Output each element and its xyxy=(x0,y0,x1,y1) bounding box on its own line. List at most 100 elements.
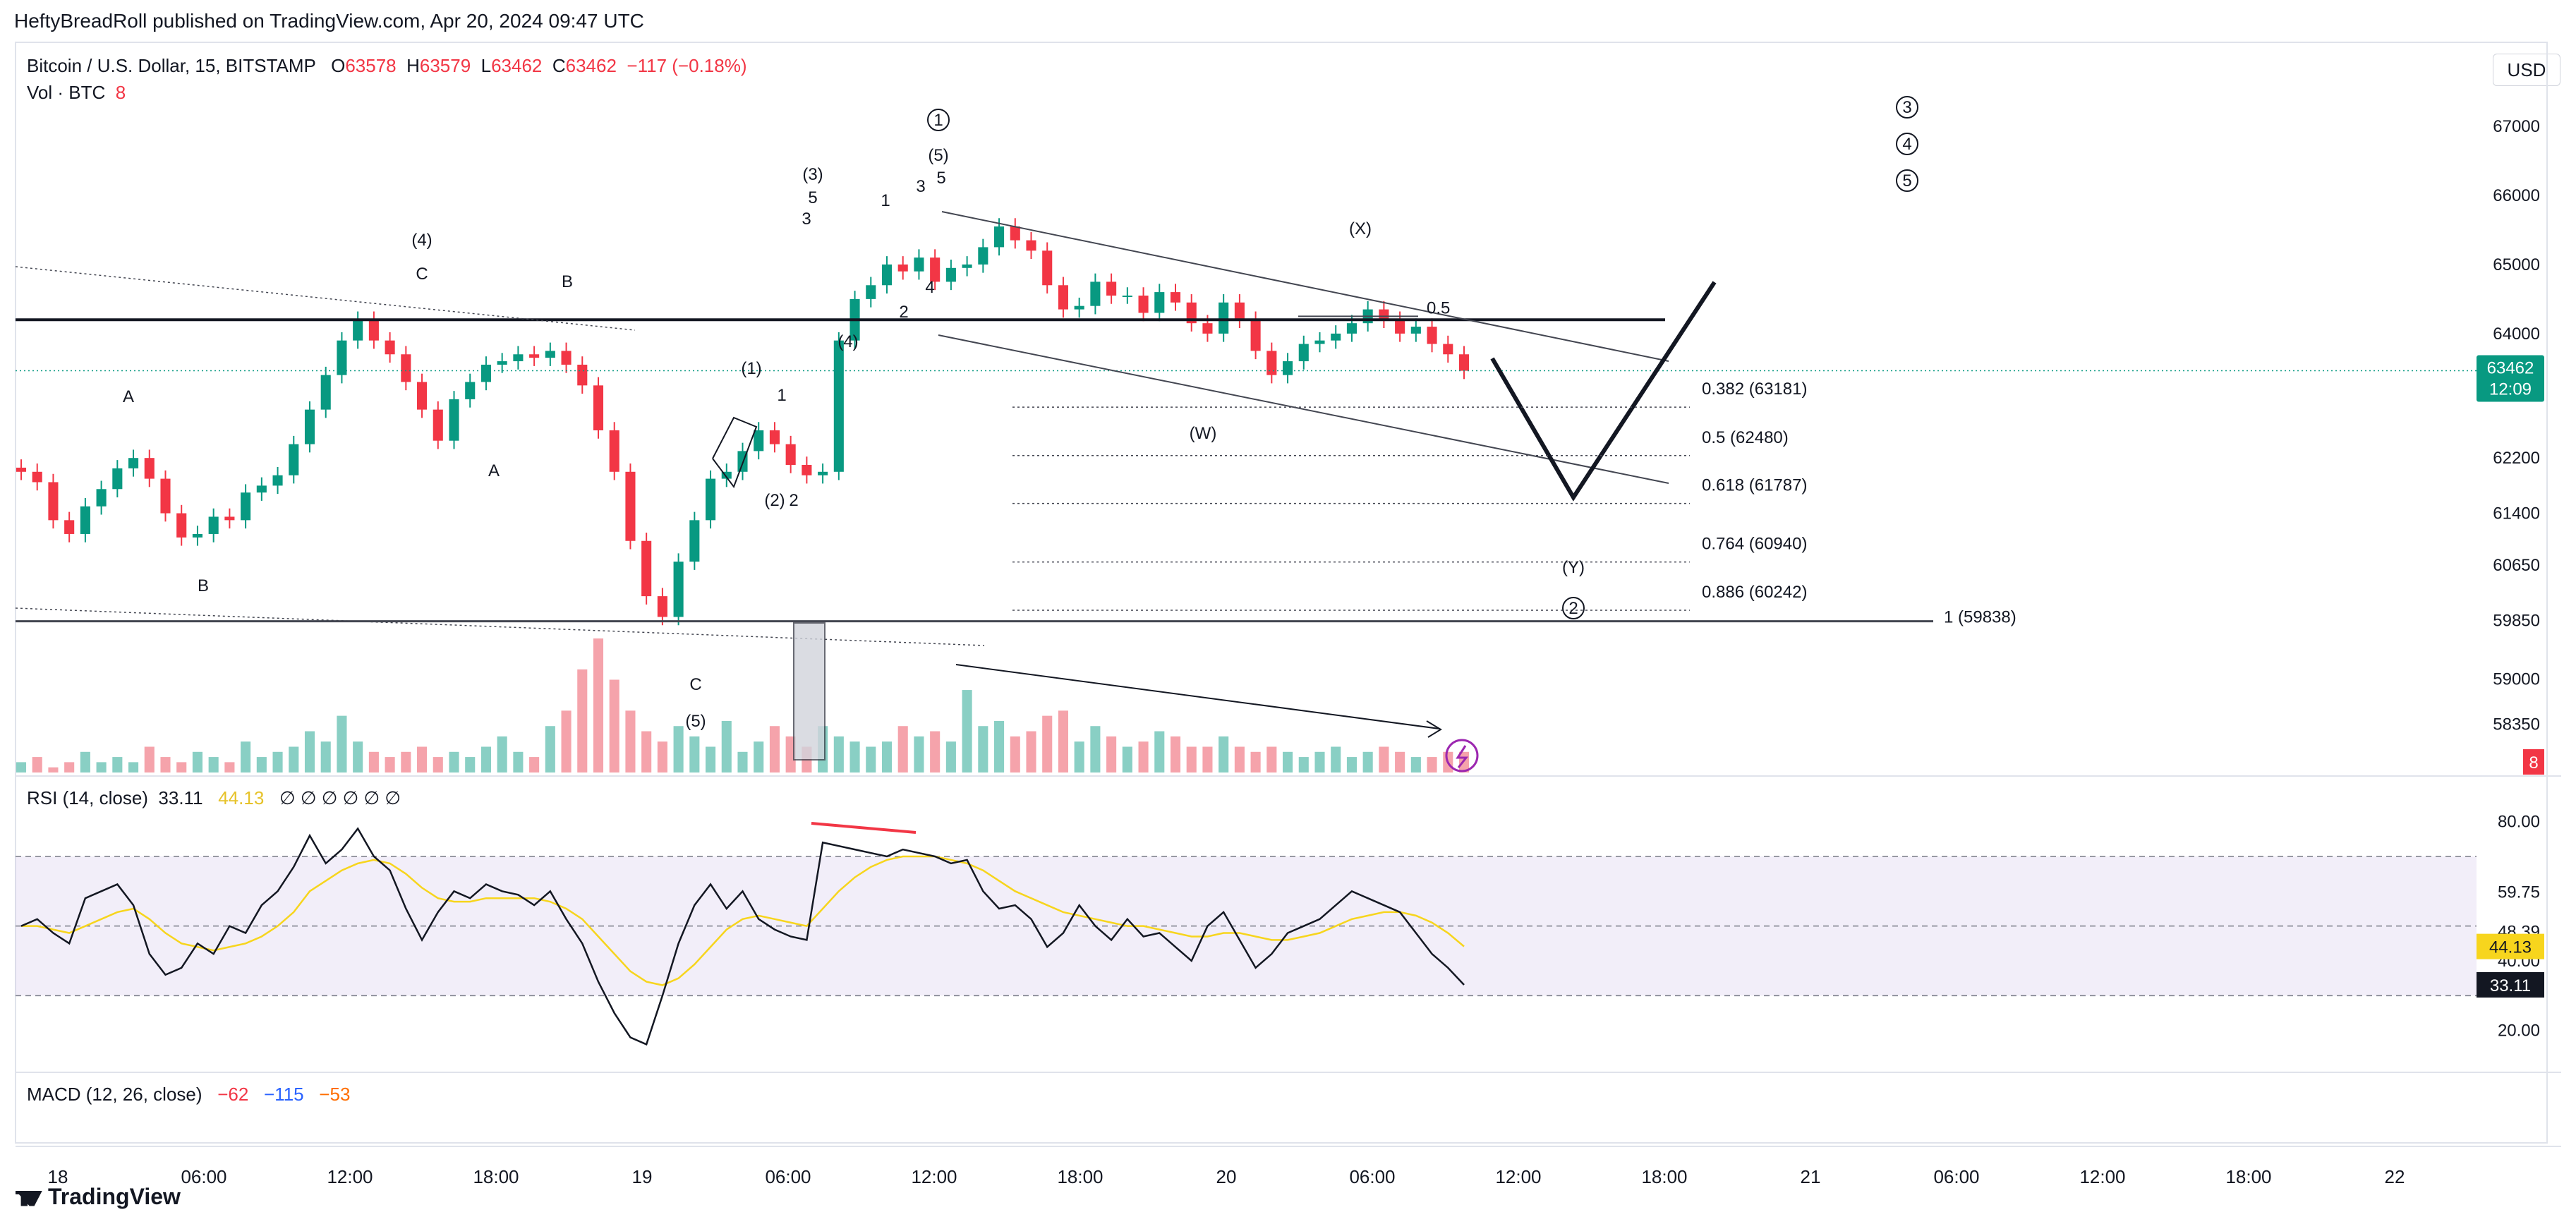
volume-legend[interactable]: Vol · BTC 8 xyxy=(27,82,126,104)
macd-legend[interactable]: MACD (12, 26, close) −62 −115 −53 xyxy=(27,1084,350,1105)
wave-label: (2) xyxy=(764,491,785,510)
wave-label: (Y) xyxy=(1562,558,1585,577)
wave-label: (5) xyxy=(685,712,706,731)
symbol-legend[interactable]: Bitcoin / U.S. Dollar, 15, BITSTAMP O635… xyxy=(27,55,747,77)
time-axis-tick: 18:00 xyxy=(1057,1166,1103,1187)
time-axis-tick: 19 xyxy=(632,1166,653,1187)
candle-body xyxy=(289,444,299,475)
candle-body xyxy=(930,257,941,282)
price-axis-tick: 58350 xyxy=(2493,715,2540,734)
wave-label: 2 xyxy=(1568,599,1578,618)
volume-bar xyxy=(64,762,75,772)
wave-circle xyxy=(1896,96,1918,119)
volume-bar xyxy=(673,726,684,772)
candle-body xyxy=(1458,354,1470,371)
volume-badge xyxy=(2523,749,2544,775)
wave-label: A xyxy=(488,461,500,480)
currency-button[interactable]: USD xyxy=(2493,54,2560,86)
volume-bar xyxy=(1154,731,1165,772)
candle-body xyxy=(1186,302,1197,324)
price-axis-tick: 62200 xyxy=(2493,449,2540,468)
rsi-ma-badge xyxy=(2477,933,2544,959)
wave-label: (3) xyxy=(802,165,823,184)
volume-bar xyxy=(192,751,202,772)
volume-bar xyxy=(112,757,123,772)
volume-bar xyxy=(1074,741,1084,772)
candle-body xyxy=(16,467,27,472)
rsi-legend[interactable]: RSI (14, close) 33.11 44.13 ∅ ∅ ∅ ∅ ∅ ∅ xyxy=(27,787,401,809)
candle-body xyxy=(978,247,988,265)
volume-bar xyxy=(897,726,908,772)
candle-body xyxy=(497,361,507,365)
candle-body xyxy=(385,340,395,355)
candle-body xyxy=(1362,309,1373,324)
rsi-ma-badge-value: 44.13 xyxy=(2489,938,2532,957)
volume-bar xyxy=(802,746,812,772)
volume-bar xyxy=(1362,751,1373,772)
rsi-extra: ∅ ∅ ∅ ∅ ∅ ∅ xyxy=(279,787,401,808)
volume-bar xyxy=(706,746,716,772)
lightning-icon xyxy=(1445,739,1479,772)
price-axis-tick: 66000 xyxy=(2493,186,2540,205)
rsi-axis-tick: 48.39 xyxy=(2498,923,2540,942)
candle-body xyxy=(1090,281,1101,306)
price-axis-tick: 59000 xyxy=(2493,670,2540,689)
channel-upper-line xyxy=(941,211,1669,362)
candle-body xyxy=(192,533,202,538)
trendline-dotted-upper xyxy=(15,266,636,331)
candle-body xyxy=(80,506,90,534)
candle-body xyxy=(881,264,893,286)
wave-label: C xyxy=(689,675,701,694)
candle-body xyxy=(689,520,700,562)
projected-path xyxy=(1490,281,1717,502)
volume-bar xyxy=(1266,746,1277,772)
candle-body xyxy=(673,562,684,617)
candle-body xyxy=(144,458,155,479)
candle-body xyxy=(609,430,619,472)
candle-body xyxy=(994,226,1005,248)
wave-label: (W) xyxy=(1190,424,1217,443)
highlight-box xyxy=(793,622,826,761)
projection-arrow-head xyxy=(1426,720,1442,738)
candle-body xyxy=(353,320,363,341)
close-label: C xyxy=(552,55,566,76)
volume-bar xyxy=(480,746,491,772)
volume-bar xyxy=(513,751,524,772)
candle-body xyxy=(962,264,972,268)
volume-bar xyxy=(433,757,443,772)
rsi-badge-value: 33.11 xyxy=(2490,976,2531,995)
time-axis-tick: 06:00 xyxy=(1933,1166,1979,1187)
candle-body xyxy=(1202,323,1213,334)
volume-bar xyxy=(417,746,428,772)
candle-body xyxy=(818,471,828,475)
candle-body xyxy=(1314,340,1325,344)
candle-body xyxy=(802,464,812,475)
volume-bar xyxy=(785,736,796,772)
time-axis-tick: 22 xyxy=(2385,1166,2405,1187)
volume-bar xyxy=(208,757,219,772)
fib-label: 0.5 (62480) xyxy=(1702,428,1789,447)
volume-bar xyxy=(128,762,139,772)
volume-label: Vol · BTC xyxy=(27,82,106,103)
candle-body xyxy=(1074,305,1084,310)
volume-bar xyxy=(1186,746,1197,772)
candle-body xyxy=(1154,292,1165,313)
rsi-axis-tick: 20.00 xyxy=(2498,1022,2540,1041)
volume-bar xyxy=(561,710,572,772)
price-badge-countdown: 12:09 xyxy=(2489,380,2532,399)
candle-body xyxy=(241,492,251,521)
wave-label: C xyxy=(416,265,428,284)
volume-bar xyxy=(241,741,251,772)
candle-body xyxy=(304,409,315,444)
candle-body xyxy=(256,485,267,493)
price-axis-tick: 65000 xyxy=(2493,255,2540,274)
volume-bar xyxy=(978,726,988,772)
volume-bar xyxy=(818,726,828,772)
candle-body xyxy=(320,375,331,410)
wave-label: (5) xyxy=(928,146,948,165)
candle-body xyxy=(513,354,524,362)
high-label: H xyxy=(406,55,420,76)
volume-bar xyxy=(160,757,171,772)
tradingview-logo[interactable]: TradingView xyxy=(16,1184,181,1210)
